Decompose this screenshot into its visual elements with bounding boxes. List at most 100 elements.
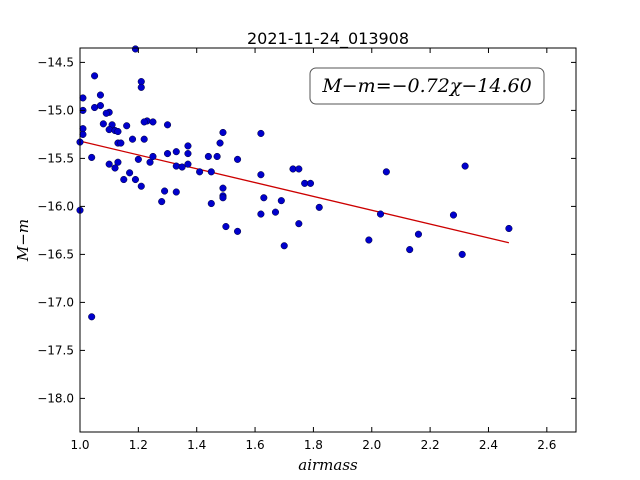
data-point <box>213 152 221 161</box>
data-point <box>219 128 227 137</box>
data-point <box>91 72 99 80</box>
x-axis-label: airmass <box>298 456 358 474</box>
data-point <box>131 175 139 184</box>
data-point <box>219 194 227 202</box>
data-point <box>134 155 142 163</box>
y-tick-label: −16.0 <box>37 199 74 213</box>
data-point <box>222 223 230 231</box>
data-point <box>126 169 134 177</box>
annotation-box <box>309 67 545 105</box>
data-point <box>114 158 122 166</box>
data-point <box>260 194 268 202</box>
data-point <box>406 246 414 254</box>
data-point <box>105 160 113 168</box>
data-point <box>99 120 107 128</box>
data-point <box>271 208 280 216</box>
x-tick-label: 2.4 <box>479 438 498 452</box>
data-point <box>161 187 169 195</box>
data-point <box>376 210 385 218</box>
data-point <box>88 313 96 321</box>
y-axis-label: M−m <box>14 219 32 262</box>
data-point <box>277 197 285 205</box>
data-point <box>137 182 145 190</box>
data-point <box>196 168 204 176</box>
data-point <box>178 163 186 171</box>
data-point <box>172 188 180 196</box>
data-point <box>257 129 265 137</box>
data-point <box>219 184 227 192</box>
data-points-layer <box>76 45 513 321</box>
data-point <box>295 220 303 228</box>
data-point <box>234 227 242 235</box>
equation-annotation: M−m=−0.72χ−14.60 <box>309 67 545 105</box>
data-point <box>79 130 87 138</box>
data-point <box>172 148 180 156</box>
data-point <box>91 103 99 112</box>
data-point <box>280 242 288 250</box>
y-tick-label: −15.5 <box>37 151 74 165</box>
data-point <box>234 155 242 163</box>
data-point <box>96 91 104 99</box>
y-tick-label: −16.5 <box>37 247 74 261</box>
x-tick-label: 1.4 <box>187 438 206 452</box>
data-point <box>257 171 265 179</box>
data-point <box>461 162 469 170</box>
x-tick-labels: 1.0 1.2 1.4 1.6 1.8 2.0 2.2 2.4 2.6 <box>70 438 556 452</box>
data-point <box>315 203 323 211</box>
data-point <box>207 168 215 176</box>
data-point <box>365 236 373 244</box>
data-point <box>117 139 125 147</box>
plot-area <box>80 48 576 432</box>
data-point <box>131 45 139 53</box>
data-point <box>163 150 172 158</box>
data-point <box>184 142 192 150</box>
data-point <box>295 165 303 173</box>
data-point <box>306 179 315 187</box>
x-tick-label: 1.0 <box>70 438 89 452</box>
data-point <box>257 210 265 218</box>
x-tick-label: 1.6 <box>246 438 265 452</box>
data-point <box>146 158 154 166</box>
data-point <box>158 198 166 206</box>
y-tick-label: −14.5 <box>37 55 74 69</box>
data-point <box>114 127 122 136</box>
chart-title: 2021-11-24_013908 <box>247 29 409 49</box>
x-tick-label: 1.2 <box>129 438 148 452</box>
data-point <box>140 135 148 143</box>
data-point <box>140 118 148 126</box>
data-point <box>149 152 157 161</box>
x-tick-label: 2.0 <box>362 438 381 452</box>
data-point <box>163 121 172 129</box>
data-point <box>123 122 131 130</box>
data-point <box>414 230 422 238</box>
data-point <box>449 211 458 219</box>
data-point <box>137 83 145 91</box>
data-point <box>184 150 192 158</box>
data-point <box>505 224 513 233</box>
data-point <box>184 160 192 168</box>
data-point <box>458 250 466 258</box>
data-point <box>88 153 96 161</box>
data-point <box>111 164 119 172</box>
data-point <box>149 118 157 126</box>
plot-frame <box>79 47 577 433</box>
axis-ticks <box>79 48 576 432</box>
y-tick-label: −17.0 <box>37 295 74 309</box>
y-tick-label: −17.5 <box>37 343 74 357</box>
data-point <box>79 94 87 102</box>
annotation-text: M−m=−0.72χ−14.60 <box>321 75 531 97</box>
data-point <box>128 135 137 143</box>
data-point <box>102 109 110 117</box>
data-point <box>216 139 224 147</box>
x-tick-label: 2.2 <box>421 438 440 452</box>
data-point <box>204 152 212 161</box>
x-tick-label: 1.8 <box>304 438 323 452</box>
data-point <box>382 168 390 176</box>
x-tick-label: 2.6 <box>537 438 556 452</box>
data-point <box>172 162 180 170</box>
y-tick-labels: −14.5 −15.0 −15.5 −16.0 −16.5 −17.0 −17.5 −18.0 <box>37 55 74 405</box>
y-tick-label: −15.0 <box>37 103 74 117</box>
data-point <box>120 175 128 184</box>
y-tick-label: −18.0 <box>37 391 74 405</box>
